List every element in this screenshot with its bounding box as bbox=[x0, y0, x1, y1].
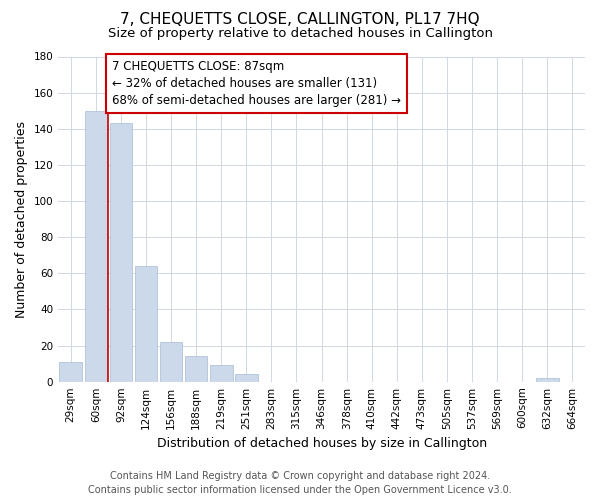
Bar bbox=[210, 366, 233, 382]
Bar bbox=[85, 110, 107, 382]
X-axis label: Distribution of detached houses by size in Callington: Distribution of detached houses by size … bbox=[157, 437, 487, 450]
Bar bbox=[160, 342, 182, 382]
Bar bbox=[235, 374, 257, 382]
Text: Contains HM Land Registry data © Crown copyright and database right 2024.
Contai: Contains HM Land Registry data © Crown c… bbox=[88, 471, 512, 495]
Y-axis label: Number of detached properties: Number of detached properties bbox=[15, 120, 28, 318]
Bar bbox=[134, 266, 157, 382]
Bar bbox=[185, 356, 208, 382]
Bar bbox=[110, 124, 132, 382]
Text: Size of property relative to detached houses in Callington: Size of property relative to detached ho… bbox=[107, 28, 493, 40]
Bar bbox=[59, 362, 82, 382]
Bar bbox=[536, 378, 559, 382]
Text: 7 CHEQUETTS CLOSE: 87sqm
← 32% of detached houses are smaller (131)
68% of semi-: 7 CHEQUETTS CLOSE: 87sqm ← 32% of detach… bbox=[112, 60, 401, 107]
Text: 7, CHEQUETTS CLOSE, CALLINGTON, PL17 7HQ: 7, CHEQUETTS CLOSE, CALLINGTON, PL17 7HQ bbox=[120, 12, 480, 28]
